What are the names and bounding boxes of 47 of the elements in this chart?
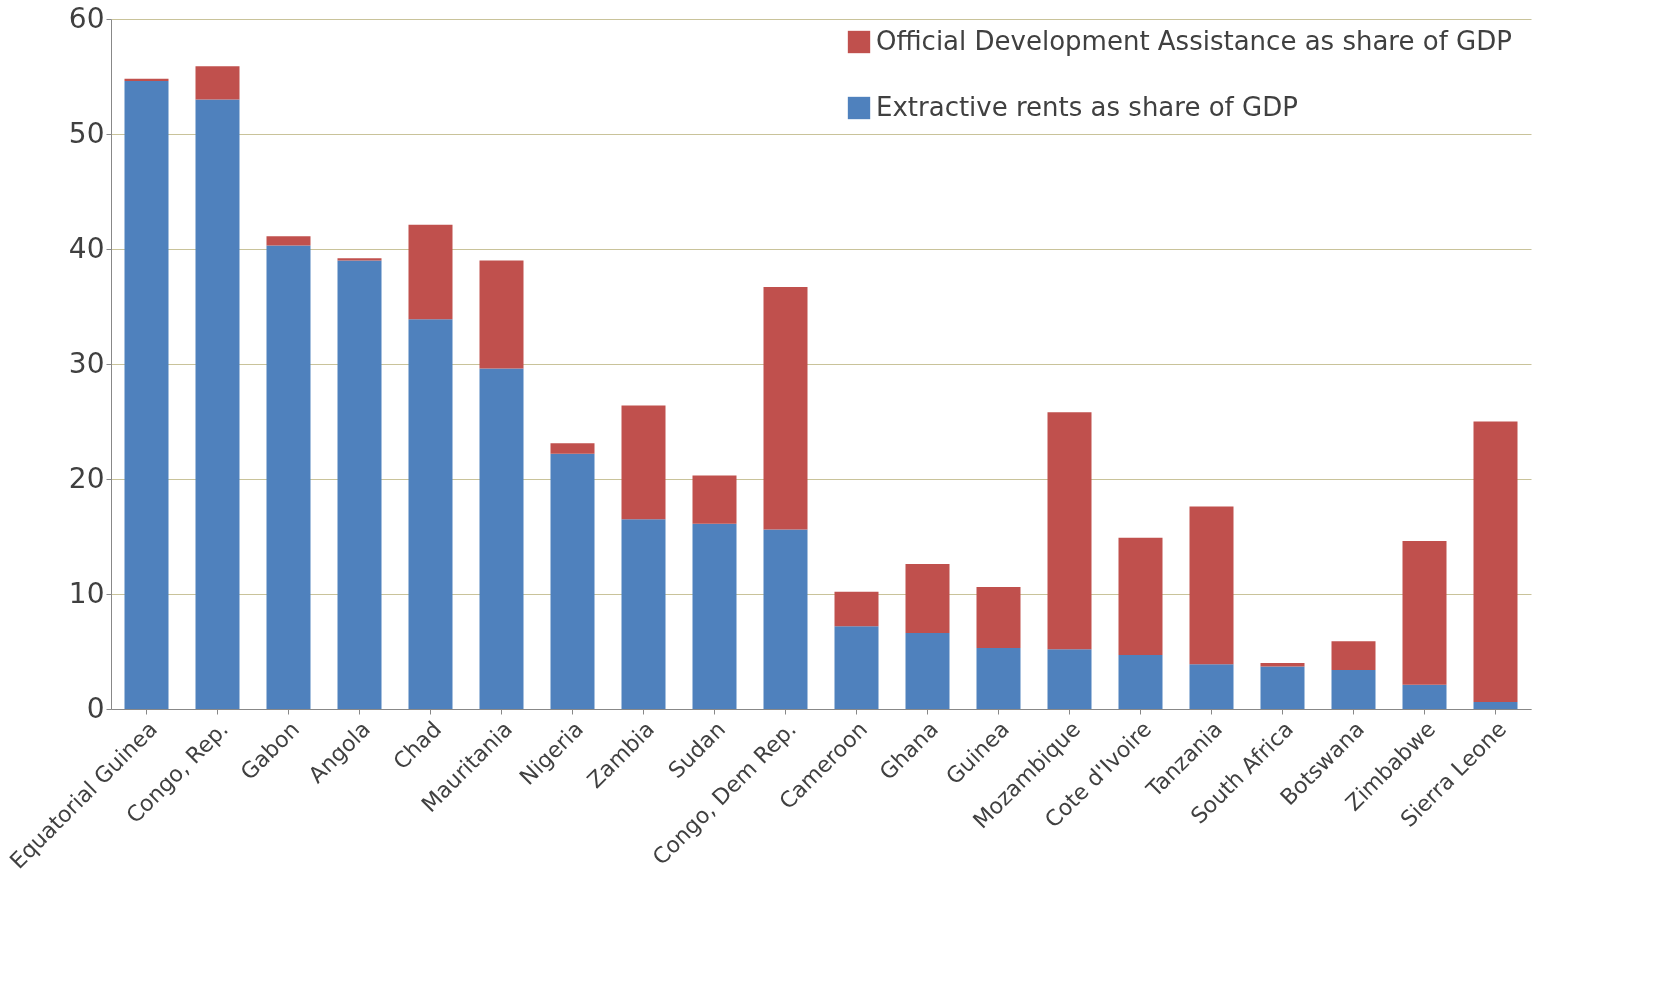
bar — [905, 633, 950, 709]
bar — [905, 564, 950, 634]
bar — [266, 236, 311, 246]
bar — [1189, 664, 1234, 709]
bar — [1473, 421, 1518, 703]
bar — [621, 519, 666, 709]
bar — [834, 591, 879, 627]
legend-label: Extractive rents as share of GDP — [876, 92, 1298, 122]
y-tick-label: 50 — [68, 116, 105, 150]
bar — [195, 99, 240, 709]
bar — [1260, 666, 1305, 709]
bar — [1473, 702, 1518, 709]
bar — [976, 587, 1021, 649]
bar — [692, 475, 737, 524]
bar — [408, 224, 453, 320]
bar — [1118, 537, 1163, 655]
bar — [621, 405, 666, 520]
y-tick-label: 20 — [68, 461, 105, 495]
bar — [1402, 684, 1447, 709]
bar — [266, 245, 311, 709]
bar — [195, 66, 240, 100]
y-tick-label: 60 — [68, 1, 105, 35]
y-tick-label: 40 — [68, 231, 105, 265]
bar — [763, 529, 808, 709]
y-tick-label: 10 — [68, 576, 105, 610]
bar — [124, 81, 169, 709]
bar — [976, 648, 1021, 709]
bar — [550, 443, 595, 454]
bar — [1047, 649, 1092, 709]
bar — [1189, 506, 1234, 665]
bar — [408, 319, 453, 709]
bar — [1047, 412, 1092, 650]
bar — [1402, 541, 1447, 685]
bar — [479, 368, 524, 709]
bar — [1331, 641, 1376, 670]
legend-label: Official Development Assistance as share of GDP — [876, 26, 1512, 56]
bar — [337, 258, 382, 261]
y-tick-label: 0 — [86, 691, 105, 725]
bar — [763, 286, 808, 530]
y-tick-label: 30 — [68, 346, 105, 380]
bar — [1118, 654, 1163, 709]
bar — [834, 626, 879, 709]
bar — [550, 453, 595, 709]
bar — [337, 260, 382, 709]
bar — [1331, 669, 1376, 709]
bar — [692, 523, 737, 709]
bar — [479, 260, 524, 369]
